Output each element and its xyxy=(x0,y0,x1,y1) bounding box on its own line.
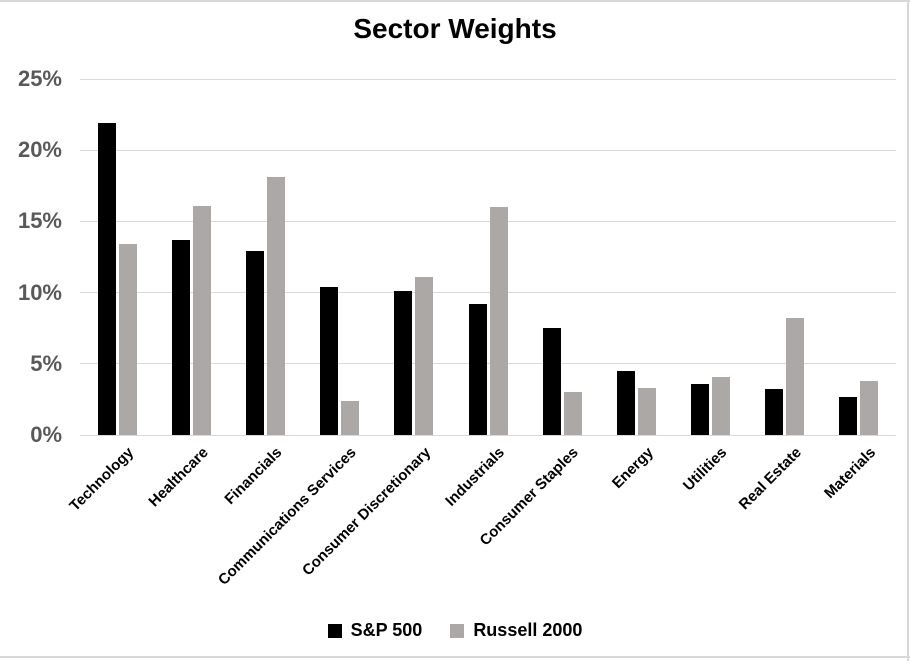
legend-item-s-p-500: S&P 500 xyxy=(327,620,423,641)
legend-label-s-p-500: S&P 500 xyxy=(350,620,423,640)
x-axis-label-utilities: Utilities xyxy=(680,444,731,495)
legend-swatch-icon-russell-2000 xyxy=(450,623,465,638)
x-axis-label-industrials: Industrials xyxy=(442,444,509,510)
gridline-5 xyxy=(80,363,896,365)
bar-s-p-500-materials xyxy=(839,396,858,435)
bar-russell-2000-energy xyxy=(637,388,656,435)
legend-label-russell-2000: Russell 2000 xyxy=(473,620,583,640)
gridline-0 xyxy=(80,434,896,436)
bar-russell-2000-utilities xyxy=(712,376,731,435)
bar-russell-2000-financials xyxy=(266,177,285,435)
bar-s-p-500-technology xyxy=(97,123,116,435)
y-axis-tick-label-20: 20% xyxy=(17,137,62,163)
bar-russell-2000-materials xyxy=(860,380,879,435)
y-axis-tick-label-25: 25% xyxy=(17,66,62,91)
chart-border-top xyxy=(0,0,910,2)
plot-area xyxy=(80,78,896,436)
bar-russell-2000-communications-services xyxy=(341,400,360,435)
bar-s-p-500-industrials xyxy=(468,304,487,435)
bar-s-p-500-financials xyxy=(245,251,264,435)
legend: S&P 500 Russell 2000 xyxy=(0,620,910,641)
gridline-25 xyxy=(80,78,896,80)
y-axis-tick-label-15: 15% xyxy=(17,208,62,234)
bar-s-p-500-consumer-staples xyxy=(542,328,561,435)
chart-title: Sector Weights xyxy=(353,13,557,44)
x-axis-label-real-estate: Real Estate xyxy=(735,444,805,514)
gridline-15 xyxy=(80,220,896,222)
chart-border-right xyxy=(907,0,909,661)
y-axis-tick-label-10: 10% xyxy=(17,279,62,305)
x-axis-label-technology: Technology xyxy=(66,444,138,515)
gridline-10 xyxy=(80,292,896,294)
legend-item-russell-2000: Russell 2000 xyxy=(450,620,582,641)
bar-russell-2000-consumer-staples xyxy=(563,392,582,435)
y-axis-tick-label-5: 5% xyxy=(30,350,62,376)
bar-s-p-500-utilities xyxy=(691,383,710,435)
x-axis-label-financials: Financials xyxy=(221,444,286,508)
bar-russell-2000-industrials xyxy=(489,207,508,435)
bar-s-p-500-real-estate xyxy=(765,389,784,435)
bar-russell-2000-consumer-discretionary xyxy=(415,276,434,435)
x-axis-label-consumer-discretionary: Consumer Discretionary xyxy=(298,444,434,580)
y-axis-tick-label-0: 0% xyxy=(30,422,62,447)
gridline-20 xyxy=(80,149,896,151)
x-axis-label-communications-services: Communications Services xyxy=(214,444,360,589)
bar-s-p-500-communications-services xyxy=(320,286,339,435)
x-axis-label-materials: Materials xyxy=(820,444,879,503)
bar-russell-2000-real-estate xyxy=(786,318,805,435)
bar-s-p-500-consumer-discretionary xyxy=(394,291,413,435)
x-axis-label-healthcare: Healthcare xyxy=(145,444,212,511)
chart-border-bottom xyxy=(0,656,910,658)
legend-swatch-icon-s-p-500 xyxy=(327,623,342,638)
bar-russell-2000-healthcare xyxy=(192,205,211,435)
bar-s-p-500-healthcare xyxy=(171,239,190,435)
x-axis-label-energy: Energy xyxy=(608,444,657,492)
bar-russell-2000-technology xyxy=(118,244,137,435)
bar-s-p-500-energy xyxy=(616,370,635,435)
